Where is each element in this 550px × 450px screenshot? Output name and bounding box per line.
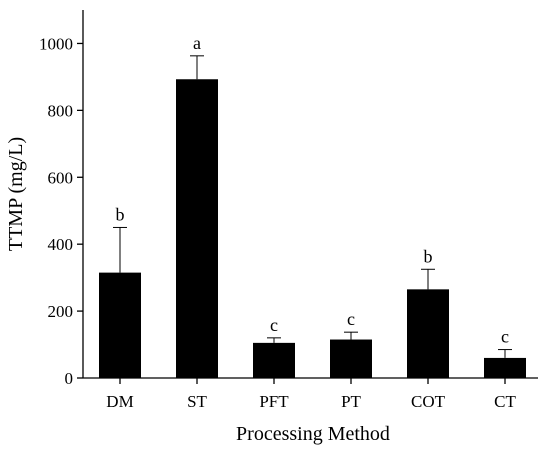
bar — [99, 272, 141, 378]
significance-letter: c — [501, 327, 509, 347]
significance-letter: c — [270, 315, 278, 335]
significance-letter: b — [424, 246, 433, 266]
bar — [253, 342, 295, 378]
significance-letter: c — [347, 309, 355, 329]
x-tick-label: CT — [494, 392, 516, 411]
bar — [407, 289, 449, 378]
significance-letter: a — [193, 33, 201, 53]
x-tick-label: COT — [411, 392, 446, 411]
x-tick-label: DM — [106, 392, 133, 411]
significance-letters: b a c c b c — [116, 33, 510, 347]
y-ticks: 0 200 400 600 800 1000 — [39, 34, 83, 388]
error-bars — [113, 55, 512, 358]
x-tick-label: PFT — [259, 392, 289, 411]
x-ticks: DM ST PFT PT COT CT — [106, 378, 516, 411]
x-tick-label: ST — [187, 392, 207, 411]
bars — [99, 79, 526, 378]
bar — [330, 339, 372, 378]
x-tick-label: PT — [341, 392, 361, 411]
bar — [484, 357, 526, 378]
y-tick-label: 1000 — [39, 34, 73, 53]
bar — [176, 79, 218, 378]
plot-frame — [82, 10, 538, 379]
significance-letter: b — [116, 204, 125, 224]
y-tick-label: 800 — [48, 101, 74, 120]
x-axis-label: Processing Method — [236, 423, 390, 445]
y-tick-label: 200 — [48, 302, 74, 321]
y-tick-label: 400 — [48, 235, 74, 254]
y-tick-label: 0 — [65, 369, 74, 388]
y-axis-label: TTMP (mg/L) — [5, 137, 27, 251]
y-tick-label: 600 — [48, 168, 74, 187]
